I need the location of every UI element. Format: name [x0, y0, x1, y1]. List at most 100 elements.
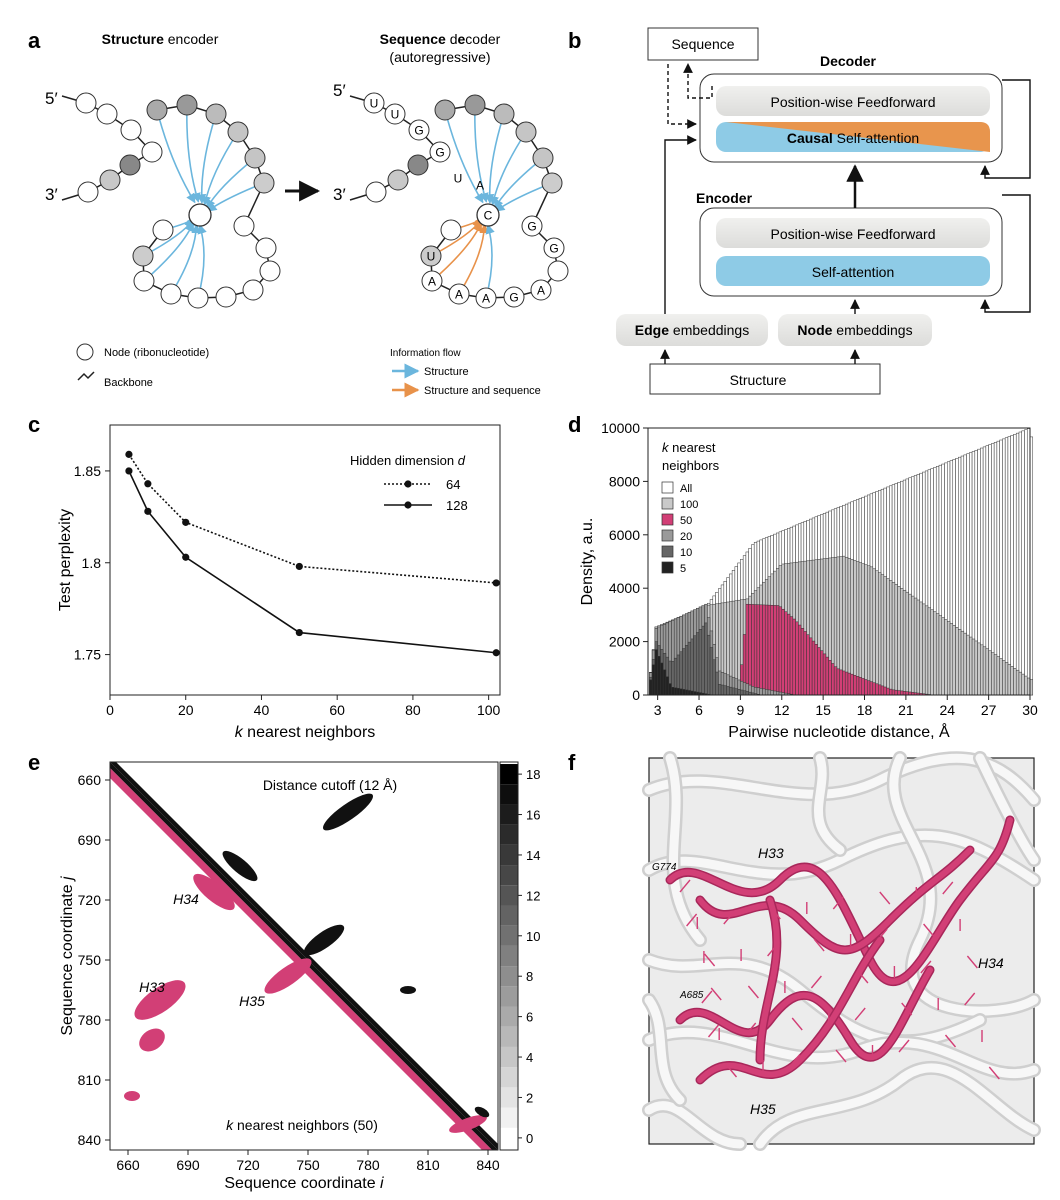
y-tick-label: 0 — [632, 687, 640, 703]
legend-entry: 20 — [680, 531, 692, 543]
histogram-series-10 — [649, 622, 760, 696]
y-axis-label: Test perplexity — [57, 509, 74, 611]
x-tick-label: 100 — [477, 702, 501, 718]
nucleotide-letter: A — [537, 284, 545, 298]
colorbar-tick-label: 6 — [526, 1010, 533, 1025]
histogram-bar — [696, 632, 700, 696]
nucleotide-node — [363, 92, 385, 114]
data-point — [295, 628, 303, 637]
histogram-bar — [709, 647, 714, 696]
three-prime-label-decoder: 3′ — [333, 185, 346, 204]
histogram-bar — [930, 609, 934, 696]
histogram-bar — [729, 686, 733, 696]
legend-entry: 64 — [446, 477, 460, 492]
target-nucleotide-node — [188, 203, 212, 227]
contact-cluster-h35 — [264, 958, 312, 994]
base-stick — [707, 1024, 720, 1038]
histogram-bar — [687, 641, 692, 696]
colorbar-segment — [500, 905, 518, 926]
y-tick-label: 810 — [78, 1072, 102, 1088]
information-flow-arrow — [444, 109, 484, 204]
nucleotide-node — [434, 99, 456, 121]
structure-box-label: Structure — [730, 372, 787, 388]
legend-marker — [404, 480, 412, 488]
sequence-box — [647, 27, 759, 61]
histogram-bar — [875, 570, 879, 696]
histogram-bar — [867, 565, 871, 696]
colorbar-segment — [500, 865, 518, 886]
helix-label-h35: H35 — [239, 993, 265, 1009]
y-tick-label: 6000 — [609, 527, 640, 543]
histogram-bar — [982, 646, 987, 696]
information-flow-arrow — [485, 224, 495, 299]
nucleotide-letter: G — [414, 124, 423, 138]
legend-entry: 100 — [680, 499, 698, 511]
residue-label-g774: G774 — [652, 862, 677, 873]
histogram-bar — [833, 666, 838, 696]
histogram-bar — [756, 687, 760, 696]
base-stick — [810, 975, 822, 989]
panel-label-e: e — [28, 750, 40, 775]
information-flow-arrow — [156, 109, 196, 204]
legend-title-line2: neighbors — [662, 458, 720, 473]
colorbar-tick-label: 16 — [526, 808, 540, 823]
target-nucleotide-node — [476, 203, 500, 227]
nucleotide-node — [99, 169, 121, 191]
histogram-bar — [676, 688, 680, 696]
nucleotide-letter: G — [549, 242, 558, 256]
histogram-bar — [690, 690, 694, 696]
histogram-bar — [756, 604, 760, 696]
encoder-title-label: Encoder — [696, 190, 753, 206]
nucleotide-node — [464, 94, 486, 116]
data-point — [144, 507, 152, 515]
histogram-bar — [651, 664, 656, 696]
histogram-bar — [853, 560, 857, 696]
histogram-bar — [864, 564, 868, 696]
legend-entry: All — [680, 483, 692, 495]
histogram-bar — [811, 640, 816, 696]
decoder-ff-block — [716, 86, 990, 116]
contact-cluster-h34 — [193, 873, 235, 911]
nucleotide-node — [407, 154, 429, 176]
histogram-bar — [809, 637, 813, 696]
panel-c-chart: 0 20 40 60 80 100 1.75 1.8 1.85 k nearest neighbo… — [57, 424, 501, 741]
histogram-bar — [679, 688, 683, 696]
base-stick — [791, 1017, 803, 1031]
encoder-rna-diagram — [61, 92, 281, 309]
histogram-bar — [900, 588, 904, 696]
helix-ribbon — [757, 897, 780, 1063]
three-prime-label-encoder: 3′ — [45, 185, 58, 204]
base-stick — [813, 938, 825, 952]
histogram-bar — [682, 689, 686, 696]
base-stick — [769, 906, 781, 920]
nucleotide-letter: U — [391, 108, 400, 122]
x-tick-label: 27 — [981, 702, 997, 718]
histogram-bar — [701, 625, 705, 696]
histogram-bar — [902, 691, 907, 696]
colorbar-tick-label: 0 — [526, 1131, 533, 1146]
data-point — [144, 480, 152, 488]
histogram-bar — [668, 683, 672, 696]
information-flow-arrow — [186, 104, 201, 203]
histogram-bar — [806, 634, 810, 696]
histogram-bar — [740, 689, 744, 696]
histogram-bar — [999, 439, 1003, 696]
background-ribbon-highlight — [644, 995, 685, 1105]
histogram-bar — [977, 642, 981, 696]
histogram-bar — [734, 688, 738, 696]
histogram-bar — [1024, 429, 1028, 696]
decoder-attn-label: Causal Self-attention — [787, 130, 919, 146]
histogram-bar — [908, 593, 912, 696]
histogram-bar — [662, 669, 667, 696]
encoder-attn-block — [716, 256, 990, 286]
histogram-bar — [718, 684, 722, 696]
nucleotide-node — [215, 286, 237, 308]
nucleotide-node — [227, 121, 249, 143]
histogram-bar — [723, 685, 727, 696]
histogram-bar — [745, 691, 749, 696]
x-axis-label: Sequence coordinate i — [224, 1175, 384, 1192]
legend-flow-title: Information flow — [390, 348, 461, 359]
histogram-bar — [1015, 432, 1020, 696]
nucleotide-node — [259, 260, 281, 282]
